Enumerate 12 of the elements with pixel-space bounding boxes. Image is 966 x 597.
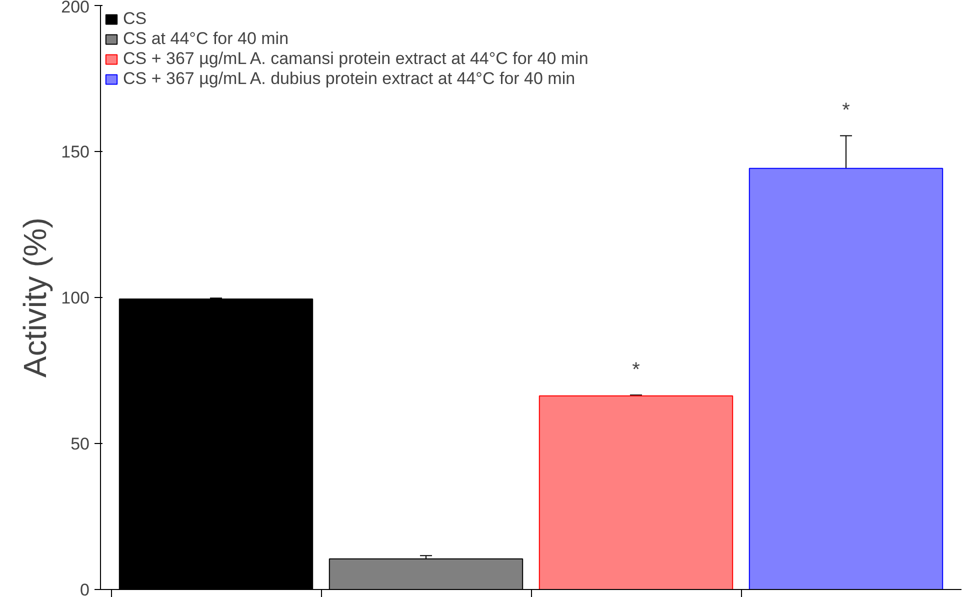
annotation: * bbox=[842, 100, 850, 122]
legend-label: CS bbox=[123, 9, 147, 29]
legend-label: CS at 44°C for 40 min bbox=[123, 29, 289, 49]
y-tick-label: 200 bbox=[61, 0, 90, 16]
legend-label: CS + 367 µg/mL A. camansi protein extract at 44°C for 40 min bbox=[123, 49, 588, 69]
legend-label: CS + 367 µg/mL A. dubius protein extract at 44°C for 40 min bbox=[123, 69, 576, 89]
y-tick-label: 50 bbox=[70, 434, 90, 454]
y-tick-label: 0 bbox=[80, 580, 90, 597]
y-tick-label: 100 bbox=[61, 288, 90, 308]
y-tick-label: 150 bbox=[61, 142, 90, 162]
y-axis-title: Activity (%) bbox=[17, 218, 54, 378]
annotation: * bbox=[632, 359, 640, 382]
